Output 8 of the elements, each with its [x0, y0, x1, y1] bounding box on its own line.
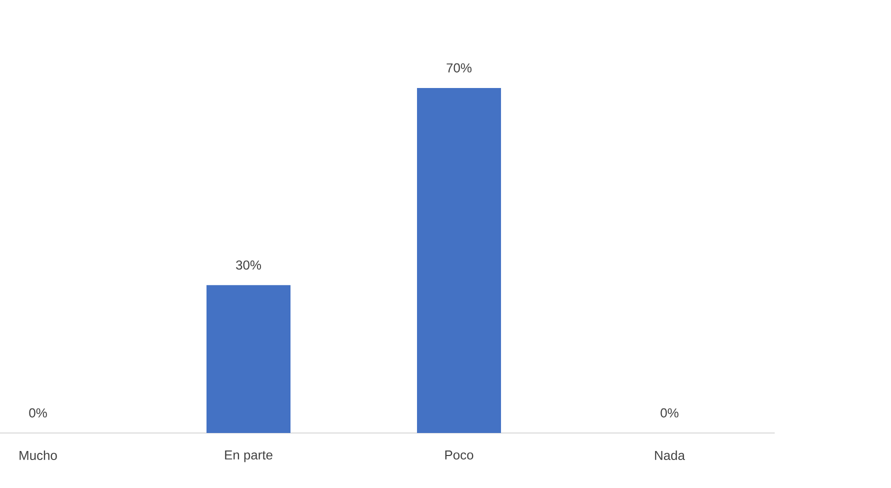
data-label: 30%	[236, 260, 262, 270]
x-tick-label: En parte	[225, 450, 272, 462]
data-label: 0%	[29, 408, 47, 418]
x-tick-label: Nada	[655, 450, 685, 460]
data-label: 70%	[446, 63, 472, 72]
x-tick-label: Mucho	[20, 450, 57, 460]
data-label: 0%	[660, 408, 678, 418]
x-tick-label: Poco	[445, 450, 474, 460]
